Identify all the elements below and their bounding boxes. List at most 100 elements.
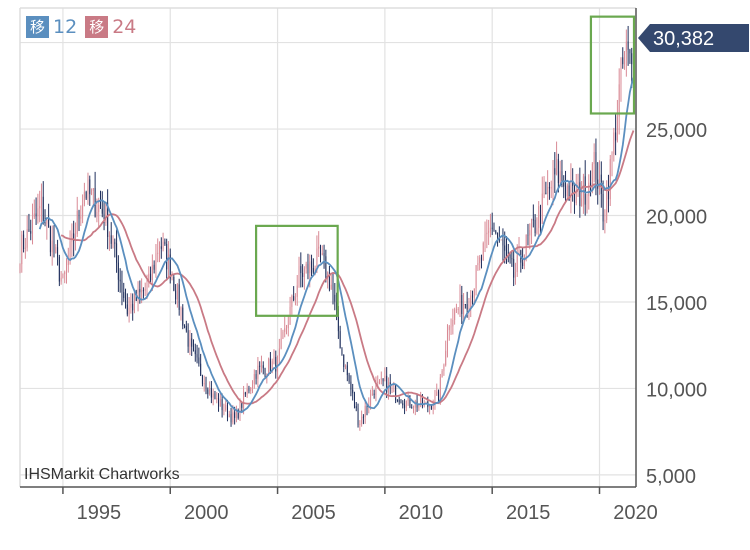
candle-body: [309, 261, 311, 274]
candle-body: [167, 254, 169, 270]
candle-body: [193, 346, 194, 351]
y-tick-label: 10,000: [646, 379, 707, 401]
candle-body: [105, 202, 107, 223]
candle-body: [504, 245, 506, 251]
candle-body: [321, 253, 323, 256]
candle-body: [305, 264, 307, 269]
candle-body: [386, 375, 388, 393]
watermark-text: IHSMarkit Chartworks: [24, 466, 180, 483]
candle-body: [609, 159, 611, 200]
candle-body: [173, 276, 175, 291]
candle-body: [518, 250, 520, 256]
candle-body: [611, 154, 613, 160]
candle-body: [443, 365, 445, 371]
candle-body: [176, 284, 178, 300]
candle-body: [488, 230, 490, 233]
candle-body: [604, 220, 606, 222]
candle-body: [107, 202, 109, 237]
candle-body: [69, 241, 71, 259]
candle-body: [480, 257, 482, 261]
candle-body: [511, 258, 513, 260]
candle-body: [516, 255, 518, 273]
candle-body: [618, 84, 620, 117]
candle-body: [489, 227, 491, 231]
candle-body: [421, 397, 423, 406]
candle-body: [332, 284, 334, 295]
candle-body: [323, 253, 325, 257]
candle-body: [346, 365, 348, 376]
candle-body: [189, 338, 191, 347]
candle-body: [121, 281, 123, 293]
candle-body: [196, 354, 198, 358]
candle-body: [506, 250, 507, 253]
candle-body: [259, 365, 261, 367]
candle-body: [457, 308, 459, 310]
candle-body: [337, 309, 339, 332]
candle-body: [117, 262, 119, 280]
candle-body: [103, 213, 105, 223]
candle-body: [613, 132, 615, 155]
candle-body: [62, 274, 64, 278]
candle-body: [214, 393, 216, 400]
candle-body: [466, 304, 468, 310]
last-price-tag-shape: [638, 23, 749, 52]
candle-body: [450, 326, 452, 328]
candle-body: [246, 388, 248, 395]
candle-body: [425, 401, 427, 403]
candle-body: [110, 235, 112, 244]
candle-body: [420, 397, 422, 405]
candle-body: [400, 402, 402, 404]
candle-body: [307, 264, 309, 274]
candle-body: [463, 303, 465, 314]
candle-body: [300, 266, 302, 274]
candle-body: [230, 414, 232, 423]
candle-body: [591, 163, 593, 192]
candle-body: [73, 233, 75, 241]
candle-body: [153, 264, 155, 270]
candle-body: [48, 220, 50, 227]
candle-body: [273, 356, 275, 362]
legend-item-ma24[interactable]: 移 24: [85, 16, 136, 38]
candle-body: [543, 192, 545, 194]
candle-body: [150, 273, 152, 281]
legend-item-ma12[interactable]: 移 12: [26, 16, 77, 38]
candle-body: [114, 242, 116, 244]
candle-body: [475, 265, 477, 289]
candle-body: [83, 191, 85, 205]
candle-body: [85, 191, 87, 199]
candle-body: [541, 193, 543, 224]
ma24-line: [60, 130, 635, 405]
candle-body: [477, 262, 479, 266]
candle-body: [216, 398, 218, 400]
y-tick-label: 25,000: [646, 120, 707, 142]
candle-body: [486, 232, 488, 235]
legend: 移 12 移 24: [26, 16, 144, 38]
candle-body: [436, 391, 438, 396]
candle-body: [602, 193, 604, 222]
candle-body: [302, 273, 304, 278]
candle-body: [414, 401, 416, 408]
candle-body: [334, 294, 336, 302]
candle-body: [226, 404, 228, 418]
candle-body: [96, 211, 98, 217]
candle-body: [78, 210, 80, 219]
candle-body: [237, 409, 239, 418]
candle-body: [377, 381, 379, 384]
candle-body: [570, 180, 572, 201]
candle-body: [355, 406, 357, 409]
candle-body: [393, 385, 395, 387]
candle-body: [565, 186, 567, 197]
candle-body: [380, 378, 382, 380]
candle-body: [343, 354, 345, 368]
candle-body: [429, 405, 431, 408]
candle-body: [146, 282, 148, 289]
ma24-label: 24: [112, 16, 137, 38]
candle-body: [235, 409, 237, 418]
candle-body: [219, 399, 221, 407]
candle-body: [370, 394, 372, 405]
x-tick-label: 2015: [506, 502, 551, 524]
candle-body: [409, 396, 411, 408]
candle-body: [141, 290, 143, 293]
candle-body: [411, 407, 413, 409]
